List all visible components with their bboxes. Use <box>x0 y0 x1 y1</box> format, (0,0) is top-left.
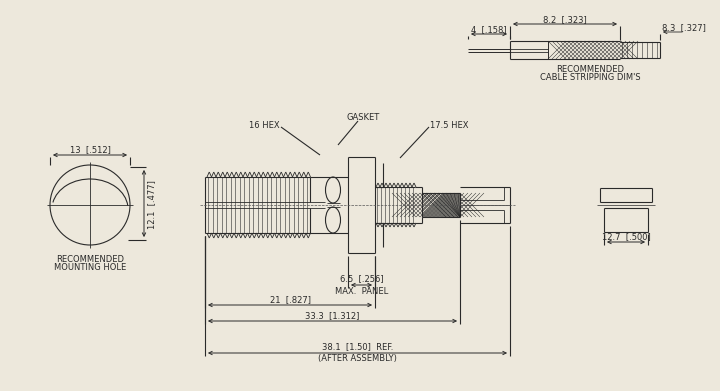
Text: RECOMMENDED: RECOMMENDED <box>556 66 624 75</box>
Text: RECOMMENDED: RECOMMENDED <box>56 255 124 264</box>
Text: MAX.  PANEL: MAX. PANEL <box>335 287 388 296</box>
Text: 12.7  [.500]: 12.7 [.500] <box>602 233 650 242</box>
Text: 8.2  [.323]: 8.2 [.323] <box>543 16 587 25</box>
Text: GASKET: GASKET <box>346 113 379 122</box>
Text: 21  [.827]: 21 [.827] <box>269 296 310 305</box>
Text: 17.5 HEX: 17.5 HEX <box>430 120 469 129</box>
Text: 8.3  [.327]: 8.3 [.327] <box>662 23 706 32</box>
Text: (AFTER ASSEMBLY): (AFTER ASSEMBLY) <box>318 355 397 364</box>
Text: MOUNTING HOLE: MOUNTING HOLE <box>54 262 126 271</box>
Text: CABLE STRIPPING DIM'S: CABLE STRIPPING DIM'S <box>540 74 640 83</box>
Text: 12.1  [.477]: 12.1 [.477] <box>148 181 156 230</box>
Text: 6.5  [.256]: 6.5 [.256] <box>340 274 383 283</box>
Text: 16 HEX: 16 HEX <box>249 120 280 129</box>
Text: 13  [.512]: 13 [.512] <box>70 145 110 154</box>
Text: 38.1  [1.50]  REF.: 38.1 [1.50] REF. <box>322 343 393 352</box>
Text: 33.3  [1.312]: 33.3 [1.312] <box>305 312 360 321</box>
Text: 4  [.158]: 4 [.158] <box>471 25 507 34</box>
